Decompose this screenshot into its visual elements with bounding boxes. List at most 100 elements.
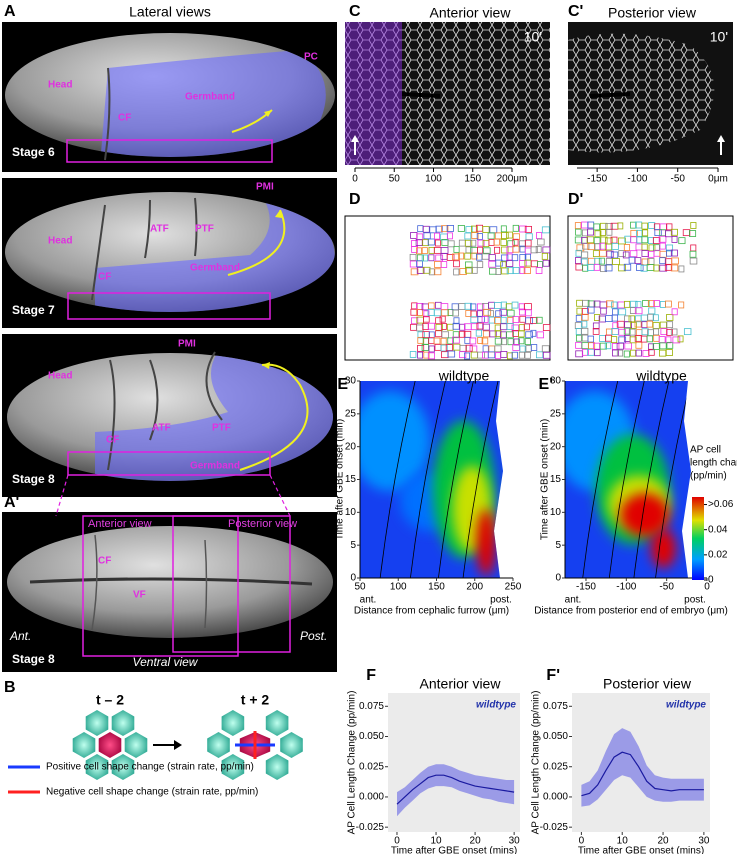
cell-outline — [477, 315, 485, 323]
cell-outline — [511, 351, 518, 359]
tick-label: 0 — [352, 174, 358, 185]
cell-outline — [664, 300, 672, 308]
cell-outline — [611, 328, 619, 335]
cell-outline — [524, 225, 532, 233]
cell-outline — [416, 324, 424, 332]
contour — [379, 381, 416, 578]
cell-outline — [506, 260, 514, 267]
cell-outline — [678, 265, 685, 273]
cell-outline — [506, 323, 514, 330]
cell-outline — [648, 343, 655, 351]
cell-outline — [471, 266, 478, 274]
label: Stage 6 — [12, 145, 55, 159]
cell-outline — [459, 351, 467, 359]
band — [397, 764, 515, 817]
cell — [265, 754, 289, 780]
annotation: wildtype — [476, 700, 516, 711]
cell-outline — [435, 225, 443, 233]
plot-bg — [388, 693, 520, 832]
cell-outline — [500, 301, 507, 309]
cell-outline — [519, 225, 527, 233]
cell — [124, 732, 148, 758]
cell-outline — [452, 336, 460, 344]
cell-outline — [506, 331, 514, 339]
cell-outline — [582, 242, 590, 250]
cell-outline — [464, 302, 472, 310]
cell-outline — [536, 351, 544, 359]
cell-outline — [616, 320, 625, 328]
cell-outline — [435, 254, 444, 262]
colorbar-tick-label: 0.04 — [708, 524, 728, 535]
x-tick-label: 250 — [505, 582, 522, 593]
contour — [633, 381, 670, 578]
cell-outline — [452, 253, 460, 261]
cell — [221, 710, 245, 736]
cell-outline — [618, 237, 626, 245]
cell-outline — [618, 328, 626, 336]
cell-outline — [653, 264, 660, 272]
y-tick-label: 25 — [345, 408, 357, 419]
cell-outline — [494, 337, 503, 345]
cell-outline — [494, 317, 502, 324]
cell-outline — [470, 323, 479, 331]
cell-outline — [600, 265, 607, 273]
cell-outline — [452, 322, 460, 330]
cell-outline — [511, 301, 519, 309]
cell-outline — [671, 257, 679, 265]
cell-outline — [659, 257, 666, 265]
cell-outline — [471, 225, 478, 233]
cell-outline — [470, 303, 477, 311]
cell-outline — [505, 231, 513, 239]
cell-outline — [665, 230, 673, 238]
label: A' — [4, 494, 19, 511]
chart-title: wildtype — [635, 368, 687, 384]
cell-outline — [641, 236, 649, 244]
cell-outline — [464, 232, 472, 240]
cell-outline — [635, 349, 642, 357]
cell-outline — [689, 250, 697, 258]
y-tick-label: -0.025 — [540, 822, 569, 833]
cell-outline — [575, 228, 582, 236]
label: Anterior view — [430, 5, 512, 21]
label: Anterior view — [88, 518, 152, 530]
cell-outline — [630, 349, 636, 357]
cell-outline — [524, 239, 532, 247]
cell-outline — [536, 232, 543, 239]
cell-outline — [666, 314, 674, 321]
line — [581, 751, 704, 797]
contour — [438, 381, 474, 578]
label: 10' — [710, 29, 728, 45]
colorbar-tick-label: 0.02 — [708, 549, 728, 560]
heatmap-region — [360, 391, 430, 491]
cell-outline — [606, 250, 614, 258]
cell-outline — [659, 349, 667, 357]
cell-outline — [477, 239, 485, 247]
label: A — [4, 3, 16, 20]
cell-outline — [422, 266, 431, 274]
cell-outline — [423, 310, 430, 318]
cell-outline — [512, 233, 520, 241]
cell-outline — [488, 254, 496, 262]
cell-outline — [659, 242, 666, 250]
cell-outline — [511, 254, 519, 262]
cell-outline — [580, 320, 588, 328]
cell-outline — [488, 316, 496, 324]
cell-outline — [599, 229, 606, 237]
cell-outline — [518, 351, 525, 359]
cell-outline — [592, 327, 600, 335]
cell-outline — [500, 351, 508, 358]
cell-outline — [629, 250, 638, 258]
cell-outline — [493, 238, 500, 246]
cell-outline — [422, 315, 430, 323]
y-tick-label: 30 — [550, 376, 562, 387]
cell-outline — [665, 244, 674, 252]
label: D — [349, 191, 361, 208]
label: Posterior view — [228, 518, 297, 530]
cell-outline — [415, 239, 423, 246]
label: Posterior view — [608, 5, 697, 21]
cell-outline — [541, 226, 550, 234]
cell-outline — [581, 313, 589, 321]
cell-outline — [600, 307, 607, 315]
cell-outline — [530, 329, 537, 337]
